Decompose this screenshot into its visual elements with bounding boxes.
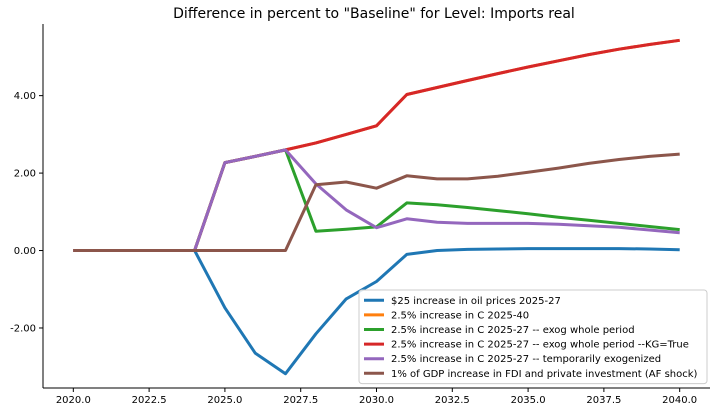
y-tick-label: 4.00 [14,91,36,102]
legend-label: $25 increase in oil prices 2025-27 [391,296,561,307]
series-line-5 [73,148,680,252]
series-line-6 [73,152,680,252]
y-tick-label: 2.00 [14,169,36,180]
legend: $25 increase in oil prices 2025-27 2.5% i… [358,289,708,385]
legend-label: 2.5% increase in C 2025-27 -- exog whole… [391,325,635,336]
axes: 2020.0 2022.5 2025.0 2027.5 2030.0 2032.5 2035… [10,24,710,406]
x-tick-label: 2040.0 [662,395,697,406]
x-tick-label: 2027.5 [283,395,318,406]
series-group [73,38,680,376]
y-tick-label: -2.00 [10,323,36,334]
chart-title: Difference in percent to "Baseline" for … [173,6,575,22]
y-tick-label: 0.00 [14,246,36,257]
x-tick-label: 2030.0 [359,395,394,406]
legend-frame [358,289,708,385]
legend-label: 1% of GDP increase in FDI and private in… [391,369,698,380]
x-tick-label: 2032.5 [435,395,470,406]
legend-label: 2.5% increase in C 2025-27 -- exog whole… [391,340,689,351]
x-tick-label: 2022.5 [132,395,167,406]
x-tick-label: 2035.0 [511,395,546,406]
series-line-3 [73,148,680,252]
x-tick-label: 2020.0 [56,395,91,406]
x-tick-label: 2037.5 [586,395,621,406]
legend-label: 2.5% increase in C 2025-40 [391,310,529,321]
legend-label: 2.5% increase in C 2025-27 -- temporaril… [391,354,661,365]
x-tick-label: 2025.0 [207,395,242,406]
